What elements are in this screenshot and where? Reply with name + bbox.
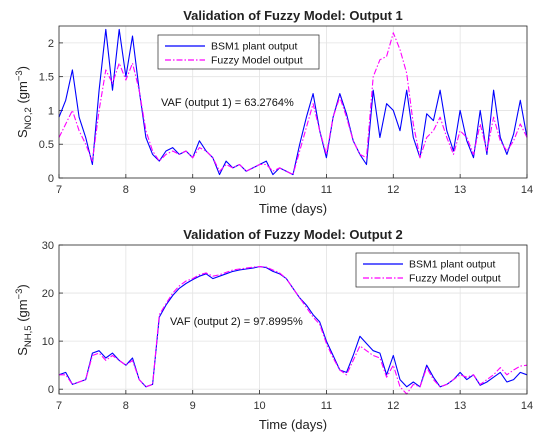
chart-2-lines (58, 266, 528, 395)
chart-2-x-tick-label: 11 (321, 400, 332, 412)
chart-2-series-fuzzy-line (59, 266, 528, 395)
chart-2-legend-box (355, 252, 520, 288)
chart-1-x-tick-label: 14 (521, 184, 533, 196)
chart-1-lines (58, 28, 528, 176)
chart-1-x-axis-label: Time (days) (259, 201, 327, 216)
chart-1-x-tick-label: 12 (387, 184, 399, 196)
chart-1-x-ticks: 7 8 9 10 11 12 13 14 (56, 174, 533, 196)
chart-2-y-ticks: 0 10 20 30 (42, 240, 63, 396)
chart-2-x-tick-label: 12 (387, 400, 399, 412)
chart-1-title: Validation of Fuzzy Model: Output 1 (183, 8, 403, 23)
chart-1-x-tick-label: 7 (56, 184, 62, 196)
chart-1-x-tick-label: 8 (123, 184, 129, 196)
chart-2-y-tick-label: 30 (42, 240, 54, 252)
chart-1-series-fuzzy-line (58, 32, 528, 176)
chart-1-y-tick-label: 0 (48, 173, 54, 185)
chart-2-x-axis-label: Time (days) (259, 417, 327, 432)
chart-1-legend: BSM1 plant output Fuzzy Model output (157, 34, 320, 70)
chart-output-1: Validation of Fuzzy Model: Output 1 7 8 9 1… (14, 8, 533, 216)
chart-1-legend-label-bsm1: BSM1 plant output (211, 41, 297, 53)
chart-2-plot-border (58, 244, 528, 395)
chart-1-y-ticks: 0 0.5 1 1.5 2 (39, 38, 63, 185)
chart-2-legend: BSM1 plant output Fuzzy Model output (355, 252, 520, 288)
chart-1-legend-label-fuzzy: Fuzzy Model output (211, 55, 303, 67)
chart-2-x-tick-label: 14 (521, 400, 533, 412)
chart-1-y-tick-label: 2 (48, 38, 54, 50)
chart-1-x-tick-label: 9 (190, 184, 196, 196)
chart-1-y-tick-label: 1 (48, 105, 54, 117)
chart-2-y-tick-label: 10 (42, 336, 54, 348)
chart-1-x-tick-label: 13 (454, 184, 466, 196)
chart-2-legend-label-fuzzy: Fuzzy Model output (409, 273, 501, 285)
chart-2-x-tick-label: 9 (190, 400, 196, 412)
chart-2-title: Validation of Fuzzy Model: Output 2 (183, 227, 403, 242)
chart-2-y-axis-label: SNH,5 (gm−3) (14, 284, 34, 356)
chart-1-vaf-annotation: VAF (output 1) = 63.2764% (161, 97, 294, 109)
chart-2-x-tick-label: 8 (123, 400, 129, 412)
chart-1-series-bsm1-line (58, 28, 528, 176)
chart-2-x-tick-label: 10 (253, 400, 265, 412)
chart-2-x-tick-label: 13 (454, 400, 466, 412)
chart-2-vaf-annotation: VAF (output 2) = 97.8995% (170, 316, 303, 328)
chart-1-plot-border (58, 25, 528, 179)
chart-1-x-tick-label: 11 (321, 184, 332, 196)
chart-2-y-tick-label: 20 (42, 288, 54, 300)
chart-2-legend-label-bsm1: BSM1 plant output (409, 259, 495, 271)
chart-1-y-axis-label: SNO,2 (gm−3) (14, 66, 34, 138)
chart-1-y-tick-label: 0.5 (39, 139, 54, 151)
chart-2-y-tick-label: 0 (48, 384, 54, 396)
chart-2-x-tick-label: 7 (56, 400, 62, 412)
chart-1-legend-box (157, 34, 320, 70)
chart-output-2: Validation of Fuzzy Model: Output 2 7 8 9 1… (14, 227, 533, 432)
chart-1-y-tick-label: 1.5 (39, 72, 54, 84)
chart-2-x-ticks: 7 8 9 10 11 12 13 14 (56, 390, 533, 412)
chart-1-x-tick-label: 10 (253, 184, 265, 196)
